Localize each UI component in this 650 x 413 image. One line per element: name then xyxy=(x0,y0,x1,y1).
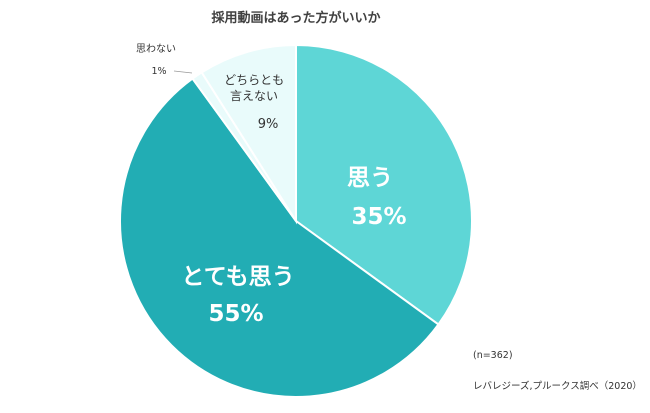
sample-size-note: (n=362) xyxy=(473,350,513,361)
slice-totemo-omou xyxy=(119,77,440,398)
slice-label-omou: 思う xyxy=(347,165,393,191)
slice-label-dochira: どちらとも 言えない xyxy=(224,73,288,103)
omowanai-leader-line xyxy=(173,70,193,74)
source-note: レバレジーズ,プルークス調べ（2020） xyxy=(473,380,642,392)
slice-omou xyxy=(295,43,473,326)
slice-label-dochira-line2: 言えない xyxy=(230,89,278,103)
chart-title: 採用動画はあった方がいいか xyxy=(211,10,380,26)
slice-value-totemo-omou: 55% xyxy=(208,301,263,327)
slice-value-dochira: 9% xyxy=(258,117,279,132)
pie-slices xyxy=(119,43,473,398)
slice-value-omou: 35% xyxy=(351,204,406,230)
slice-label-totemo-omou: とても思う xyxy=(181,264,294,290)
slice-label-omowanai: 思わない xyxy=(136,43,176,55)
slice-dochira xyxy=(200,43,297,225)
slice-value-omowanai: 1% xyxy=(151,66,166,77)
slice-label-dochira-line1: どちらとも xyxy=(224,73,284,87)
